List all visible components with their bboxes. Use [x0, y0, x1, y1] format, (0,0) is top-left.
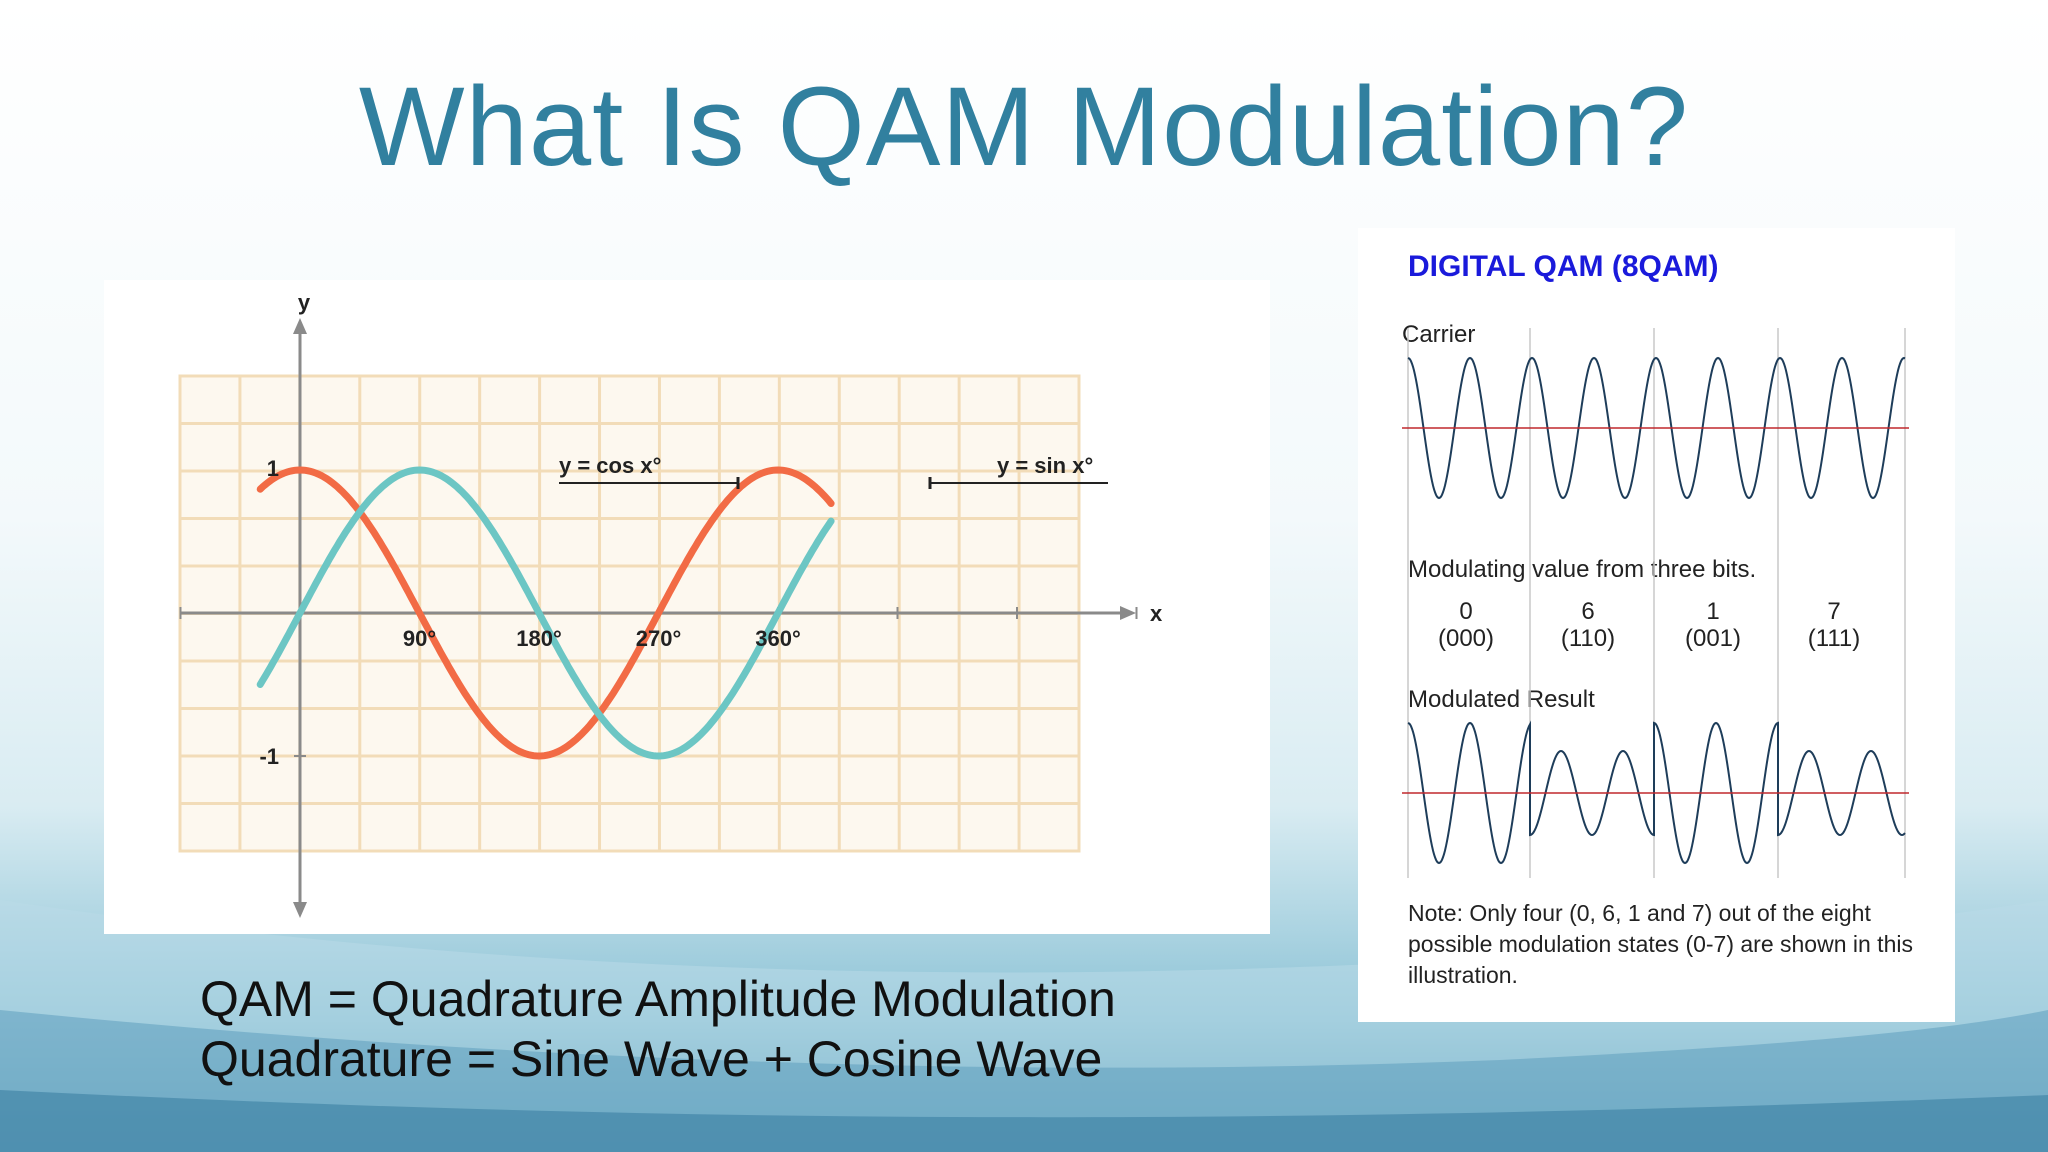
bit-group-0: 0 (000): [1411, 598, 1521, 652]
carrier-wave: [1407, 356, 1906, 500]
bit-value: 6: [1581, 598, 1595, 625]
note-text: Note: Only four (0, 6, 1 and 7) out of t…: [1408, 900, 1913, 988]
qam-illustration: DIGITAL QAM (8QAM) Carrier Modulating va…: [1358, 228, 1955, 1022]
qam-waveforms: [1402, 328, 1909, 878]
modulated-wave: [1407, 720, 1906, 865]
bit-code: (000): [1437, 625, 1495, 652]
x-tick-label: 90°: [403, 626, 436, 651]
result-label: Modulated Result: [1408, 686, 1595, 713]
caption-qam-definition: QAM = Quadrature Amplitude Modulation: [200, 971, 1116, 1027]
y-tick-label: 1: [267, 456, 279, 481]
y-axis-arrow: [293, 318, 307, 334]
graph-canvas: y x 1 -1 90° 180° 270° 360° y = cos x° y = sin x°: [178, 290, 1163, 918]
bit-group-1: 6 (110): [1533, 598, 1643, 652]
sin-curve-label: y = sin x°: [997, 453, 1093, 478]
y-tick-label: -1: [259, 744, 279, 769]
qam-title: DIGITAL QAM (8QAM): [1408, 250, 1719, 283]
x-axis-arrow: [1120, 606, 1136, 620]
caption-quadrature-definition: Quadrature = Sine Wave + Cosine Wave: [200, 1031, 1103, 1087]
x-tick-label: 270°: [636, 626, 682, 651]
bit-value: 7: [1827, 598, 1841, 625]
sine-curve: [256, 466, 835, 760]
cosine-curve: [256, 466, 835, 760]
cos-curve-label: y = cos x°: [559, 453, 661, 478]
sine-cosine-graph: y x 1 -1 90° 180° 270° 360° y = cos x° y = sin x°: [104, 280, 1270, 934]
bit-code: (001): [1684, 625, 1742, 652]
slide-title: What Is QAM Modulation?: [358, 64, 1690, 189]
y-axis-label: y: [298, 290, 311, 315]
bit-code: (111): [1807, 625, 1861, 652]
bit-value: 0: [1459, 598, 1473, 625]
bit-group-2: 1 (001): [1658, 598, 1768, 652]
x-tick-label: 360°: [755, 626, 801, 651]
modulating-label: Modulating value from three bits.: [1408, 556, 1757, 583]
x-axis-label: x: [1150, 601, 1163, 626]
x-tick-label: 180°: [516, 626, 562, 651]
carrier-label: Carrier: [1402, 321, 1476, 348]
bit-group-3: 7 (111): [1779, 598, 1889, 652]
y-axis-arrow-down: [293, 902, 307, 918]
bit-value: 1: [1706, 598, 1720, 625]
bit-code: (110): [1560, 625, 1616, 652]
